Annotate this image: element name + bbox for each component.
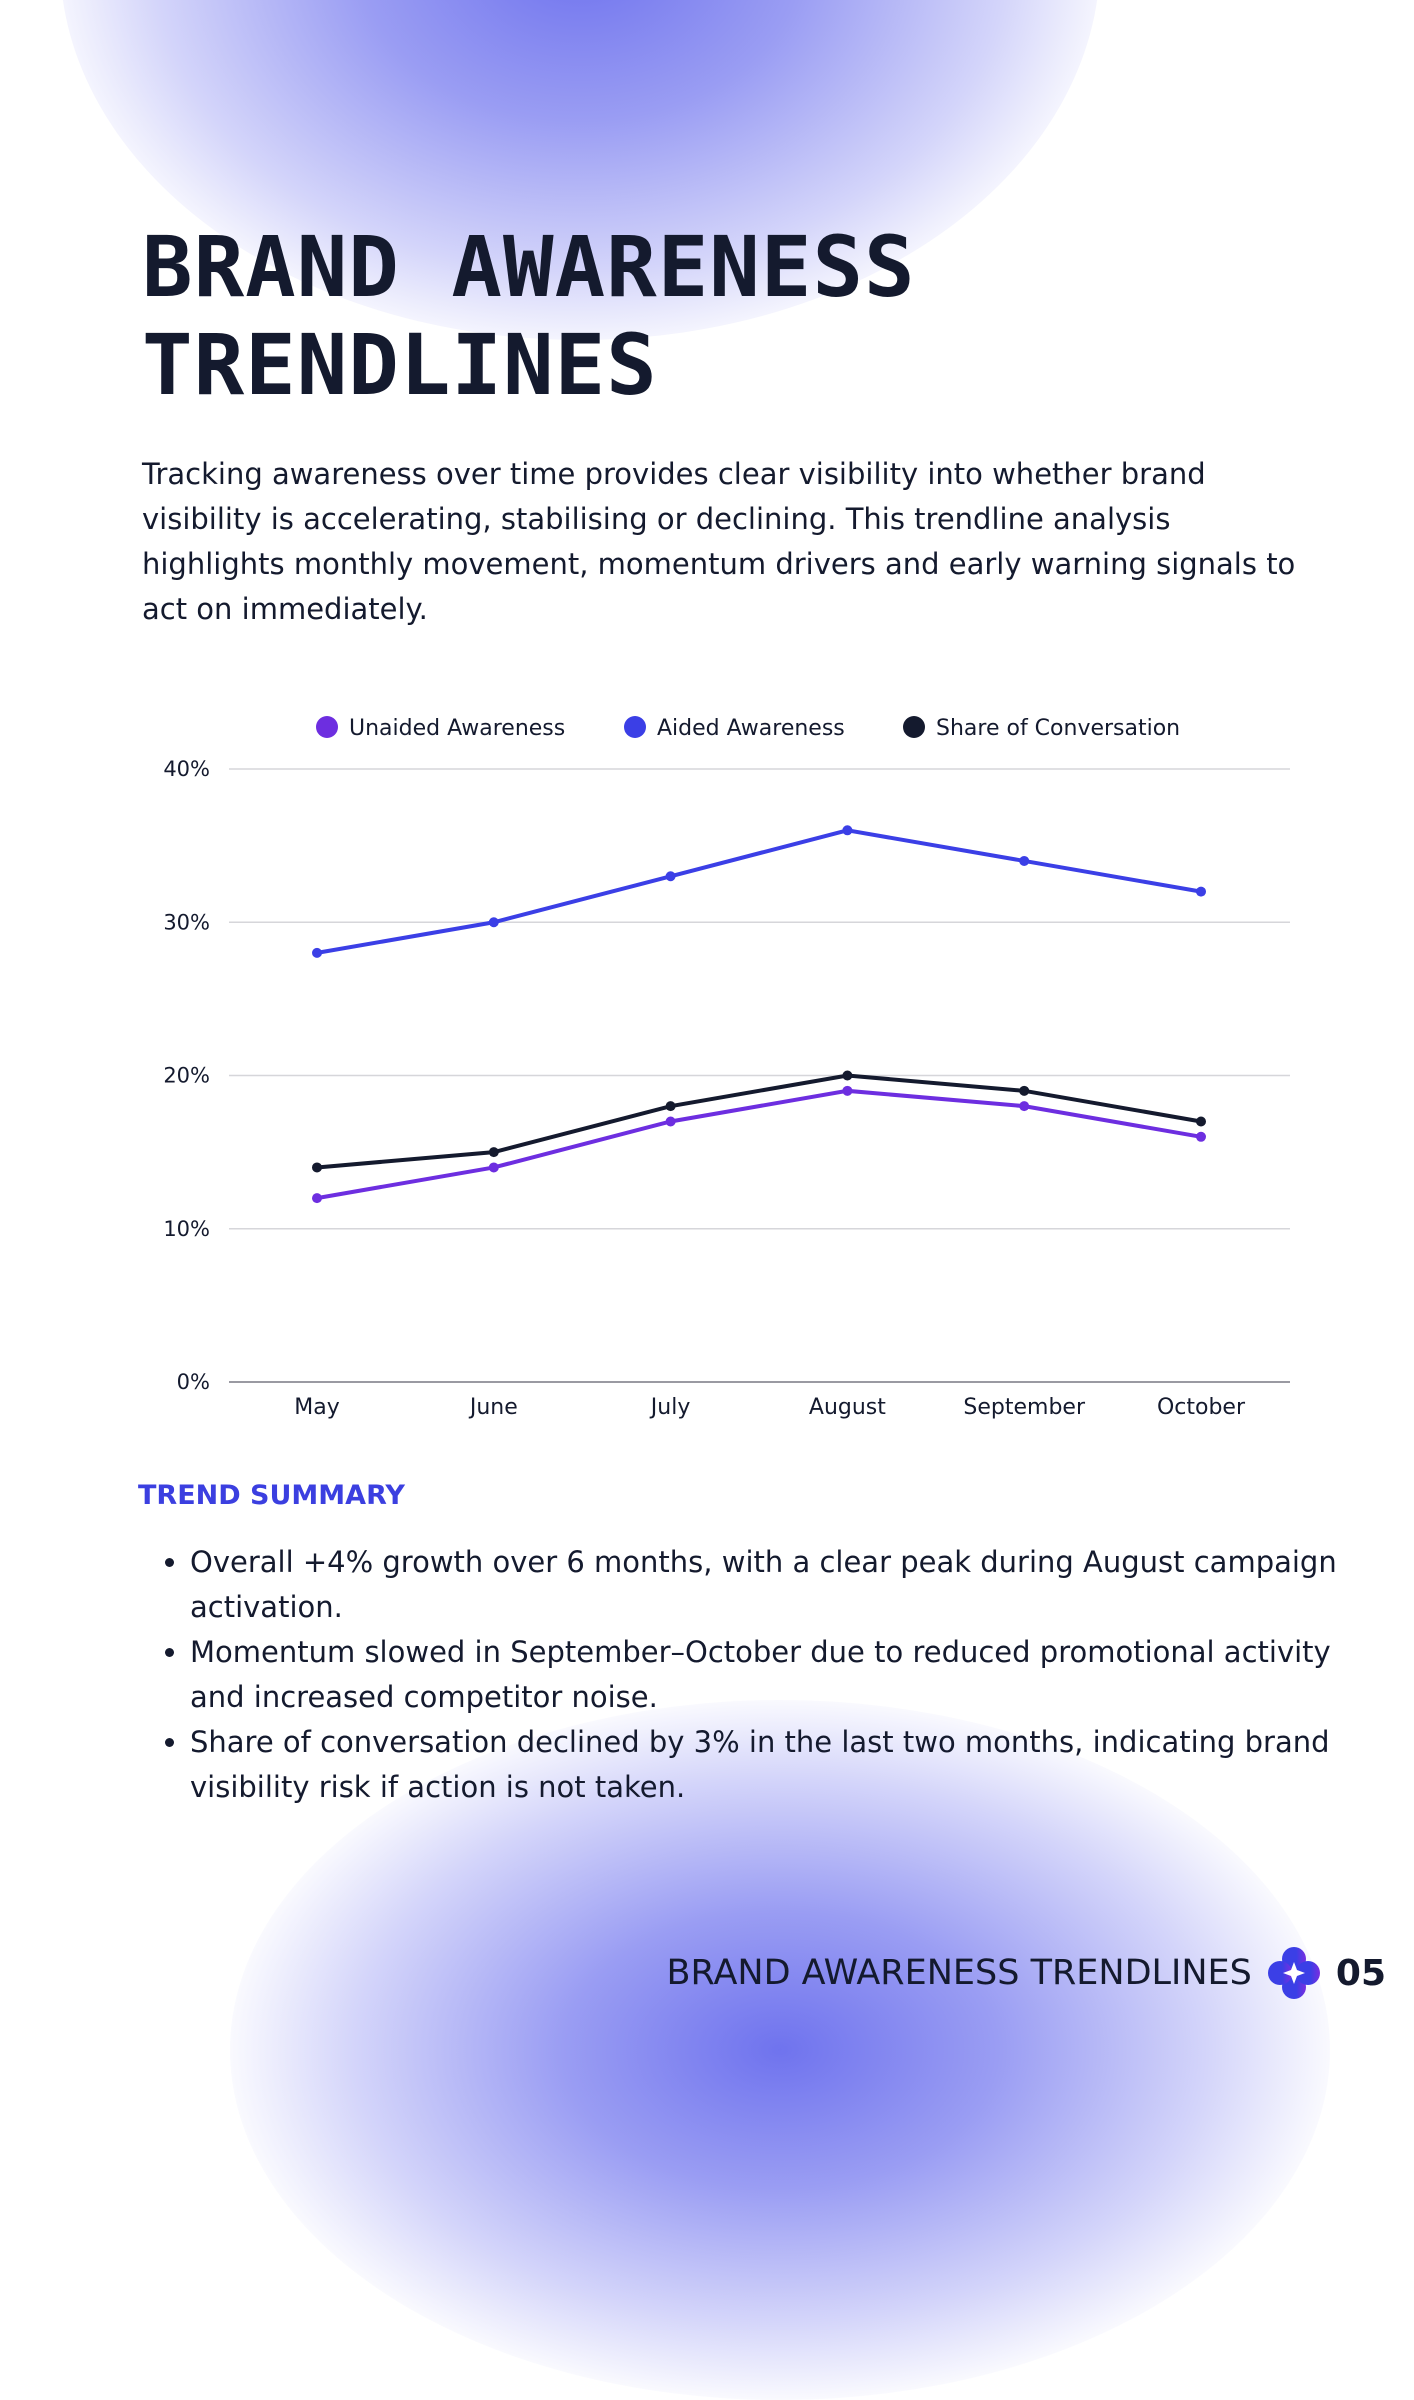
series-line	[316, 828, 1202, 955]
trend-summary-list: Overall +4% growth over 6 months, with a…	[146, 1540, 1340, 1810]
data-point	[488, 917, 499, 928]
x-tick-label: July	[649, 1395, 691, 1420]
series-line	[316, 1073, 1202, 1170]
intro-paragraph: Tracking awareness over time provides cl…	[142, 457, 1296, 626]
summary-item: Overall +4% growth over 6 months, with a…	[190, 1540, 1340, 1630]
legend-marker	[316, 716, 338, 738]
data-point	[1196, 886, 1206, 897]
data-point	[1019, 855, 1030, 866]
x-tick-label: June	[468, 1395, 518, 1420]
data-point	[1019, 1085, 1030, 1096]
legend-marker	[624, 716, 646, 738]
y-tick-label: 10%	[163, 1217, 210, 1241]
y-tick-label: 40%	[163, 757, 210, 781]
line-chart: 0% 10% 20% 30% 40% May June July August September…	[163, 716, 1290, 1420]
data-point	[665, 1116, 676, 1127]
data-point	[842, 1085, 853, 1096]
trend-summary-title: TREND SUMMARY	[138, 1480, 405, 1511]
summary-item: Momentum slowed in September–October due…	[190, 1630, 1340, 1720]
x-tick-label: October	[1157, 1395, 1246, 1420]
series-line	[316, 1088, 1202, 1201]
data-point	[1196, 1131, 1206, 1142]
page-number: 05	[1335, 1952, 1386, 1994]
data-point	[488, 1147, 499, 1158]
data-point	[312, 1193, 322, 1204]
data-point	[665, 871, 676, 882]
x-tick-label: September	[963, 1395, 1086, 1420]
logo-icon	[1267, 1947, 1320, 1999]
data-point	[312, 947, 322, 958]
data-point	[312, 1162, 322, 1173]
data-point	[1196, 1116, 1206, 1127]
footer-title: BRAND AWARENESS TRENDLINES	[666, 1953, 1252, 1993]
x-tick-label: August	[809, 1395, 886, 1420]
y-tick-label: 20%	[163, 1064, 210, 1088]
data-point	[1019, 1101, 1030, 1112]
data-point	[488, 1162, 499, 1173]
footer: BRAND AWARENESS TRENDLINES 05	[667, 1945, 1386, 2001]
y-tick-label: 0%	[177, 1370, 210, 1394]
legend-label: Aided Awareness	[657, 716, 845, 741]
data-point	[842, 1070, 853, 1081]
legend-marker	[903, 716, 925, 738]
y-tick-label: 30%	[163, 910, 210, 934]
summary-item: Share of conversation declined by 3% in …	[190, 1720, 1340, 1810]
page-title: BRAND AWARENESS TRENDLINES	[142, 218, 916, 414]
x-tick-label: May	[294, 1395, 339, 1420]
data-point	[842, 825, 853, 836]
legend-label: Unaided Awareness	[349, 716, 565, 741]
legend-label: Share of Conversation	[936, 716, 1180, 741]
data-point	[665, 1101, 676, 1112]
